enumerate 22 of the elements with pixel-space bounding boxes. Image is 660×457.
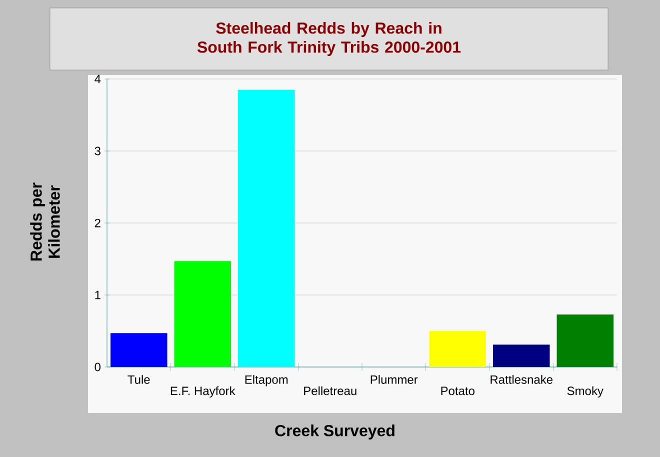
x-tick-label: Potato xyxy=(441,386,474,396)
bar xyxy=(429,330,486,367)
bar xyxy=(493,344,550,367)
y-tick-label: 0 xyxy=(94,362,101,372)
y-tick-label: 4 xyxy=(94,74,101,84)
x-tick-label: Rattlesnake xyxy=(490,375,553,384)
bar xyxy=(556,314,614,367)
x-axis-title: Creek Surveyed xyxy=(275,424,394,440)
x-tick-label: Eltapom xyxy=(245,375,288,386)
x-tick-label: Tule xyxy=(128,375,150,384)
x-tick-label: Smoky xyxy=(567,386,604,398)
x-tick-label: E.F. Hayfork xyxy=(170,386,236,398)
chart-title: Steelhead Redds by Reach in South Fork Trinity Tribs 2000-2001 xyxy=(197,22,461,56)
y-tick-label: 2 xyxy=(94,218,100,228)
y-axis-title: Redds per Kilometer xyxy=(30,182,60,260)
y-tick-label: 1 xyxy=(95,290,100,300)
x-tick-label: Plummer xyxy=(370,375,418,384)
bar xyxy=(174,261,231,367)
bar xyxy=(110,333,168,367)
bar xyxy=(238,90,295,367)
y-tick-label: 3 xyxy=(94,146,100,156)
x-tick-label: Pelletreau xyxy=(304,386,356,396)
